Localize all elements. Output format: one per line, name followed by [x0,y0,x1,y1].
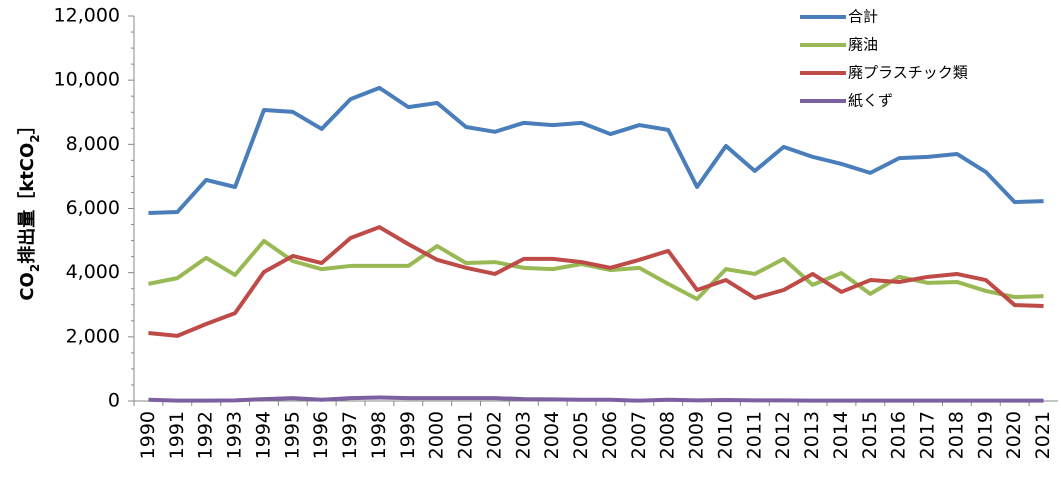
x-tick-label: 1990 [137,411,159,459]
series-line [148,238,1044,301]
x-tick-label: 2014 [830,411,852,459]
x-tick-label: 2008 [657,411,679,459]
x-tick-label: 2021 [1032,411,1054,459]
x-tick-label: 1998 [368,411,390,459]
x-tick-label: 2007 [628,411,650,459]
x-tick-label: 1996 [310,411,332,459]
x-tick-label: 2005 [570,411,592,459]
x-tick-label: 2010 [714,411,736,459]
x-tick-label: 2016 [888,411,910,459]
y-axis-label-part: 排出量［ktCO [16,143,38,264]
x-tick-label: 2018 [945,411,967,459]
legend-label: 合計 [848,8,878,26]
x-tick-label: 2012 [772,411,794,459]
x-tick-label: 2006 [599,411,621,459]
legend-label: 廃油 [848,36,878,54]
y-tick-label: 6,000 [66,197,120,219]
x-tick-label: 2004 [541,411,563,459]
y-axis-label-part: 2 [28,134,42,142]
x-tick-label: 2020 [1003,411,1025,459]
series-line [148,395,1044,403]
x-tick-label: 1995 [281,411,303,459]
y-axis-label-part: CO [17,272,38,301]
series-line [148,225,1044,338]
y-axis-label: CO2排出量［ktCO2］ [16,116,42,300]
x-tick-label: 2000 [426,411,448,459]
legend-label: 廃プラスチック類 [848,64,968,82]
x-tick-label: 2002 [483,411,505,459]
x-tick-label: 1993 [224,411,246,459]
y-tick-label: 0 [108,390,120,412]
x-tick-label: 2009 [686,411,708,459]
x-tick-label: 2013 [801,411,823,459]
y-tick-label: 10,000 [54,69,120,91]
y-axis-label-part: ］ [17,116,38,134]
y-tick-label: 8,000 [66,133,120,155]
x-tick-label: 2011 [743,411,765,459]
x-tick-label: 2001 [455,411,477,459]
y-tick-label: 4,000 [66,261,120,283]
x-tick-label: 1991 [166,411,188,459]
x-tick-label: 2017 [917,411,939,459]
x-tick-label: 1994 [252,411,274,459]
y-tick-label: 12,000 [54,5,120,27]
x-tick-label: 2003 [512,411,534,459]
series-line [148,85,1044,215]
y-tick-label: 2,000 [66,325,120,347]
x-tick-label: 1992 [195,411,217,459]
x-tick-label: 2015 [859,411,881,459]
legend-label: 紙くず [848,92,893,110]
x-tick-label: 1999 [397,411,419,459]
y-axis-label-part: 2 [28,264,42,272]
x-tick-label: 1997 [339,411,361,459]
x-tick-label: 2019 [974,411,996,459]
